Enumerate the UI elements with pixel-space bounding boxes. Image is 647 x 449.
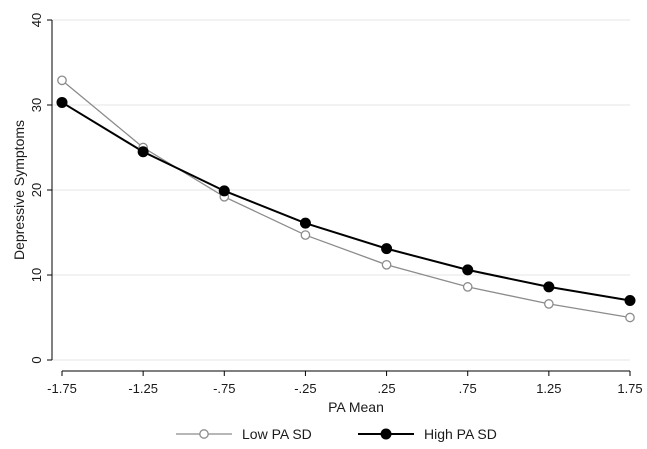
y-axis-title: Depressive Symptoms: [11, 120, 27, 260]
y-tick-label: 40: [29, 13, 44, 27]
x-tick-label: .75: [459, 381, 477, 396]
data-point-high-pa-sd: [137, 146, 149, 158]
data-point-low-pa-sd: [625, 312, 635, 323]
tick-labels: 0 10 20 30 40 -1.75 -1.25 -.75 -.25 .25 .75 1.25 1.7…: [29, 13, 643, 396]
y-tick-label: 30: [29, 98, 44, 112]
series-line-low-pa-sd: [61, 79, 631, 319]
x-tick-label: .25: [378, 381, 396, 396]
data-point-high-pa-sd: [381, 243, 393, 255]
data-point-low-pa-sd: [544, 299, 554, 309]
legend-label: Low PA SD: [242, 426, 312, 442]
series-line-high-pa-sd: [61, 101, 631, 302]
gridlines: [52, 19, 630, 361]
x-tick-label: -1.75: [47, 381, 77, 396]
x-tick-label: -.75: [213, 381, 235, 396]
y-tick-label: 0: [29, 356, 44, 363]
data-point-low-pa-sd: [381, 259, 392, 270]
data-point-high-pa-sd: [56, 96, 68, 108]
y-tick-label: 10: [29, 268, 44, 282]
x-axis-title: PA Mean: [328, 399, 384, 415]
data-point-low-pa-sd: [57, 75, 67, 86]
x-tick-label: -.25: [294, 381, 316, 396]
legend-item-high-pa-sd: High PA SD: [358, 426, 497, 442]
data-point-high-pa-sd: [624, 295, 636, 306]
series-area: [56, 75, 636, 323]
data-point-low-pa-sd: [462, 282, 473, 292]
axes: [51, 20, 630, 372]
data-point-low-pa-sd: [300, 230, 311, 240]
data-point-high-pa-sd: [543, 281, 555, 293]
legend-marker: [380, 428, 392, 440]
legend: Low PA SD High PA SD: [176, 426, 497, 442]
x-tick-label: 1.25: [536, 381, 561, 396]
data-point-high-pa-sd: [218, 185, 230, 197]
data-point-high-pa-sd: [299, 217, 311, 229]
data-point-high-pa-sd: [462, 264, 474, 276]
x-tick-label: -1.25: [128, 381, 158, 396]
y-tick-label: 20: [29, 183, 44, 197]
legend-label: High PA SD: [424, 426, 497, 442]
legend-item-low-pa-sd: Low PA SD: [176, 426, 312, 442]
legend-marker: [199, 429, 209, 439]
x-tick-label: 1.75: [617, 381, 642, 396]
